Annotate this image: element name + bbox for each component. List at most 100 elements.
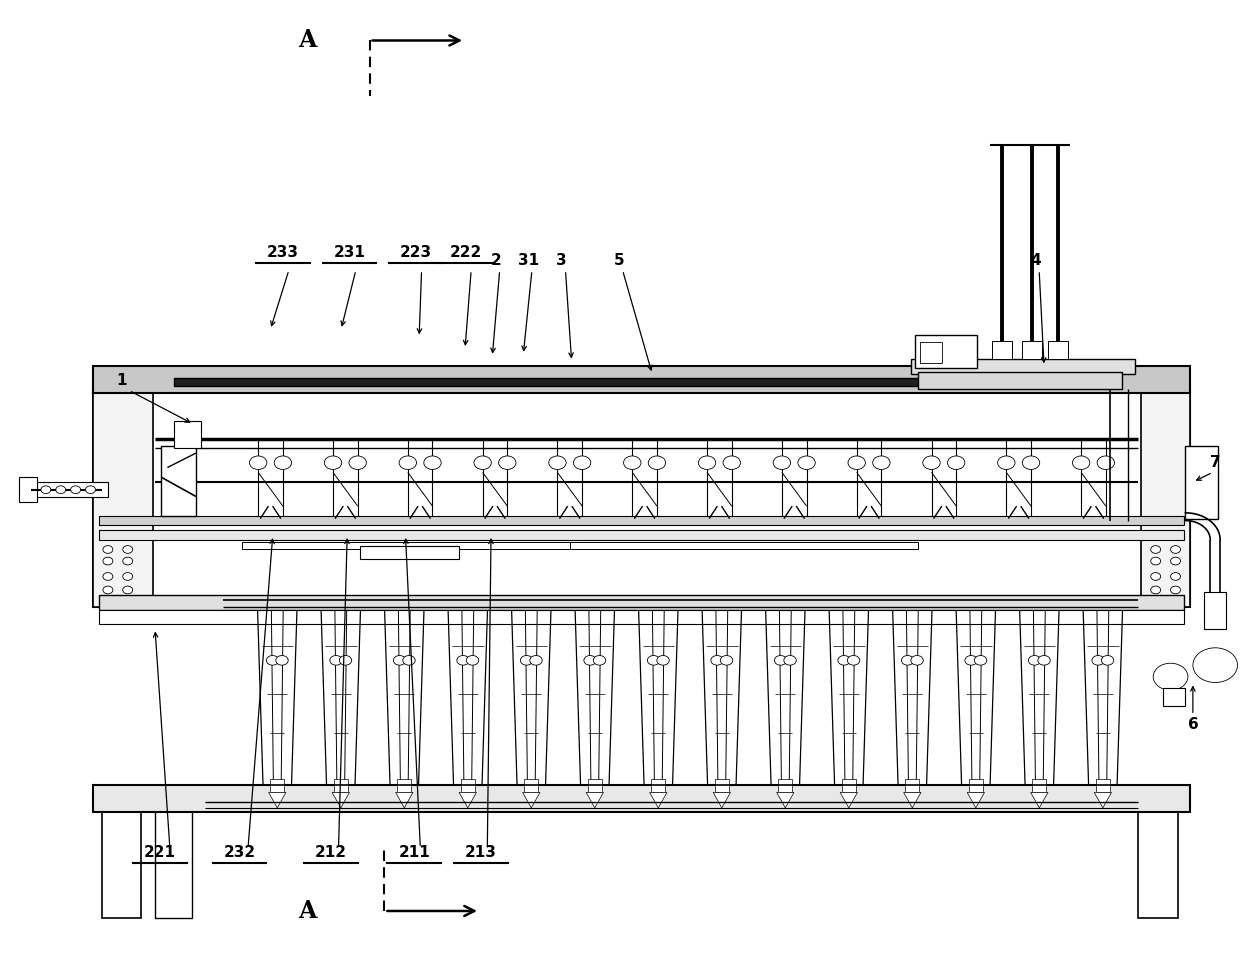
Text: 31: 31 xyxy=(517,253,539,268)
Bar xyxy=(99,530,1184,540)
Circle shape xyxy=(474,456,491,469)
Circle shape xyxy=(123,546,133,553)
Circle shape xyxy=(1151,586,1161,594)
Text: 4: 4 xyxy=(1030,253,1040,268)
Polygon shape xyxy=(522,792,539,808)
Circle shape xyxy=(1151,557,1161,565)
Circle shape xyxy=(529,656,542,665)
Bar xyxy=(525,779,538,792)
Bar xyxy=(155,810,192,918)
Circle shape xyxy=(584,656,596,665)
Bar xyxy=(19,477,37,502)
Circle shape xyxy=(325,456,342,469)
Circle shape xyxy=(947,456,965,469)
Circle shape xyxy=(549,456,567,469)
Circle shape xyxy=(103,557,113,565)
Circle shape xyxy=(1097,456,1115,469)
Bar xyxy=(918,372,1122,389)
Circle shape xyxy=(1151,546,1161,553)
Bar xyxy=(1163,688,1185,706)
Polygon shape xyxy=(269,792,286,808)
Circle shape xyxy=(123,573,133,580)
Text: 2: 2 xyxy=(491,253,501,268)
Circle shape xyxy=(649,456,666,469)
Text: 5: 5 xyxy=(614,253,624,268)
Bar xyxy=(93,393,153,607)
Circle shape xyxy=(340,656,352,665)
Circle shape xyxy=(498,456,516,469)
Polygon shape xyxy=(396,792,413,808)
Bar xyxy=(334,779,348,792)
Bar xyxy=(911,359,1135,374)
Circle shape xyxy=(774,456,791,469)
Text: 211: 211 xyxy=(398,844,430,860)
Bar xyxy=(992,341,1012,359)
Circle shape xyxy=(71,486,81,494)
Bar xyxy=(920,342,942,363)
Bar xyxy=(1096,779,1110,792)
Circle shape xyxy=(393,656,405,665)
Polygon shape xyxy=(713,792,730,808)
Text: A: A xyxy=(299,29,316,52)
Circle shape xyxy=(267,656,279,665)
Bar xyxy=(588,779,601,792)
Circle shape xyxy=(923,456,940,469)
Circle shape xyxy=(657,656,670,665)
Circle shape xyxy=(399,456,417,469)
Text: 1: 1 xyxy=(117,373,126,388)
Circle shape xyxy=(348,456,366,469)
Text: 221: 221 xyxy=(144,844,176,860)
Circle shape xyxy=(275,656,288,665)
Circle shape xyxy=(274,456,291,469)
Bar xyxy=(779,779,792,792)
Circle shape xyxy=(123,557,133,565)
Circle shape xyxy=(593,656,605,665)
Circle shape xyxy=(723,456,740,469)
Circle shape xyxy=(720,656,733,665)
Polygon shape xyxy=(459,792,476,808)
Circle shape xyxy=(784,656,796,665)
Circle shape xyxy=(456,656,469,665)
Text: A: A xyxy=(299,899,316,923)
Polygon shape xyxy=(776,792,794,808)
Bar xyxy=(905,779,919,792)
Bar xyxy=(915,335,977,368)
Bar xyxy=(1048,341,1068,359)
Text: 7: 7 xyxy=(1210,455,1220,470)
Polygon shape xyxy=(587,792,604,808)
Circle shape xyxy=(847,656,859,665)
Bar xyxy=(1185,446,1218,519)
Circle shape xyxy=(1171,586,1180,594)
Bar xyxy=(1022,341,1042,359)
Bar xyxy=(570,542,918,549)
Bar xyxy=(174,378,1042,386)
Polygon shape xyxy=(841,792,858,808)
Circle shape xyxy=(123,586,133,594)
Polygon shape xyxy=(1030,792,1048,808)
Bar xyxy=(651,779,666,792)
Circle shape xyxy=(1101,656,1114,665)
Circle shape xyxy=(975,656,987,665)
Circle shape xyxy=(911,656,924,665)
Circle shape xyxy=(1092,656,1105,665)
Circle shape xyxy=(1022,456,1039,469)
Circle shape xyxy=(403,656,415,665)
Text: 232: 232 xyxy=(223,844,255,860)
Text: 231: 231 xyxy=(334,245,366,260)
Circle shape xyxy=(711,656,723,665)
Circle shape xyxy=(1193,648,1238,683)
Circle shape xyxy=(1038,656,1050,665)
Bar xyxy=(1141,393,1190,607)
Text: 233: 233 xyxy=(267,245,299,260)
Bar xyxy=(461,779,475,792)
Bar xyxy=(93,366,1190,393)
Circle shape xyxy=(1171,546,1180,553)
Circle shape xyxy=(521,656,533,665)
Bar xyxy=(99,595,1184,610)
Polygon shape xyxy=(967,792,985,808)
Polygon shape xyxy=(1094,792,1111,808)
Circle shape xyxy=(998,456,1016,469)
Circle shape xyxy=(901,656,914,665)
Text: 212: 212 xyxy=(315,844,347,860)
Bar xyxy=(99,516,1184,525)
